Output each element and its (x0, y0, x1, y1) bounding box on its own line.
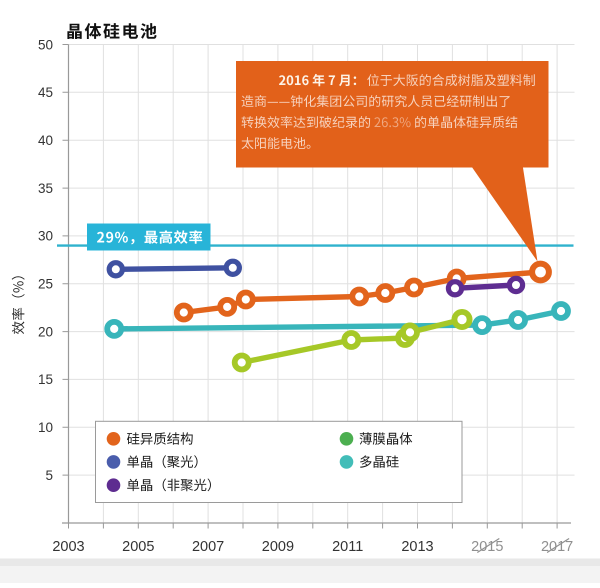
svg-text:15: 15 (38, 372, 53, 387)
svg-text:2003: 2003 (52, 539, 84, 555)
svg-text:2013: 2013 (401, 539, 433, 555)
svg-text:2011: 2011 (332, 539, 363, 555)
svg-text:50: 50 (38, 37, 53, 52)
svg-text:2005: 2005 (122, 539, 154, 555)
svg-text:35: 35 (38, 181, 53, 196)
svg-text:30: 30 (38, 229, 53, 244)
svg-text:25: 25 (38, 277, 53, 292)
svg-text:2015: 2015 (471, 539, 503, 555)
svg-text:2007: 2007 (192, 539, 224, 555)
svg-text:40: 40 (38, 133, 53, 148)
svg-text:10: 10 (38, 420, 53, 435)
svg-text:2017: 2017 (541, 539, 573, 555)
svg-text:20: 20 (38, 324, 53, 339)
svg-text:5: 5 (45, 468, 53, 483)
svg-text:2009: 2009 (262, 539, 294, 555)
svg-text:45: 45 (38, 85, 53, 100)
